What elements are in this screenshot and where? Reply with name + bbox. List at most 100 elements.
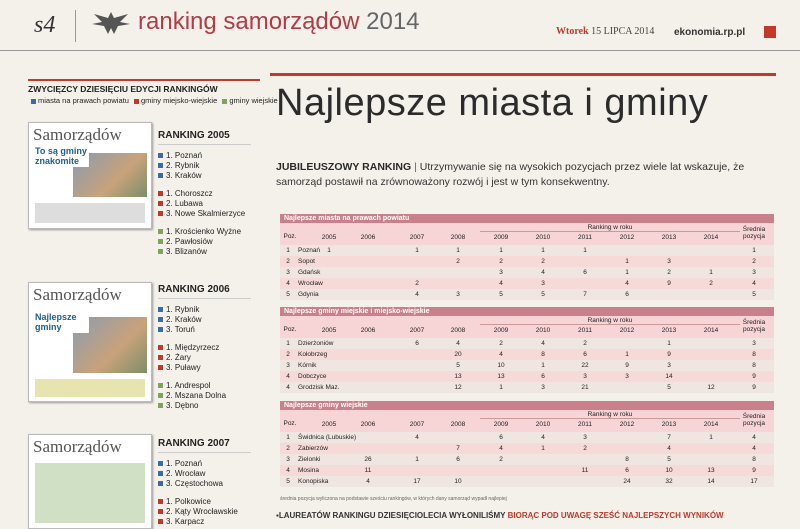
row-value: 24 [623, 478, 631, 485]
table-row: 5 Gdynia 4 3 5 5 7 6 5 [280, 289, 774, 300]
footer-text: LAUREATÓW RANKINGU DZIESIĘCIOLECIA WYŁON… [278, 511, 508, 520]
row-value: 2 [415, 280, 419, 287]
section-title: ranking samorządów 2014 [138, 8, 420, 36]
column-header-year: 2006 [360, 234, 376, 241]
column-header-year: 2013 [661, 234, 677, 241]
cover-headline: Najlepsze gminy [35, 312, 89, 333]
row-value: 13 [707, 467, 715, 474]
lead-text: Utrzymywanie się na wysokich pozycjach p… [276, 161, 745, 188]
row-value: 4 [415, 291, 419, 298]
row-value: 1 [541, 247, 545, 254]
row-value: 1 [625, 258, 629, 265]
row-value: 2 [667, 269, 671, 276]
column-header-year: 2005 [321, 421, 337, 428]
list-item: 1. Rybnik [158, 305, 251, 315]
list-item: 3. Karpacz [158, 517, 251, 527]
list-item: 1. Poznań [158, 459, 251, 469]
list-item: 3. Blizanów [158, 247, 251, 257]
row-value: 3 [499, 269, 503, 276]
table-row: 3 Zielonki 26 1 6 2 8 5 8 [280, 454, 774, 465]
row-value: 8 [541, 351, 545, 358]
column-header-year: 2009 [493, 234, 509, 241]
row-value: 2 [541, 258, 545, 265]
row-value: 1 [499, 384, 503, 391]
row-position: 2 [286, 351, 290, 358]
row-average: 17 [750, 478, 758, 485]
column-header-avg: Średnia pozycja [742, 319, 766, 333]
row-position: 3 [286, 456, 290, 463]
row-value: 7 [456, 445, 460, 452]
row-value: 5 [456, 362, 460, 369]
column-header-year: 2009 [493, 421, 509, 428]
title-rule [270, 73, 776, 76]
list-item: 1. Polkowice [158, 497, 251, 507]
winners-heading: ZWYCIĘZCY DZIESIĘCIU EDYCJI RANKINGÓW [28, 84, 218, 94]
table-row: 4 Wrocław 2 4 3 4 9 2 4 [280, 278, 774, 289]
row-value: 5 [541, 291, 545, 298]
ranking-2006: RANKING 2006 1. Rybnik 2. Kraków 3. Toru… [158, 284, 251, 411]
row-value: 1 [541, 445, 545, 452]
column-header-year: 2005 [321, 327, 337, 334]
list-item: 3. Kraków [158, 171, 251, 181]
site-link[interactable]: ekonomia.rp.pl [674, 27, 746, 38]
row-name: Zielonki [298, 456, 321, 463]
column-header-year: 2013 [661, 327, 677, 334]
row-value: 6 [625, 291, 629, 298]
footer-highlight: BIORĄC POD UWAGĘ SZEŚĆ NAJLEPSZYCH WYNIK… [507, 511, 724, 520]
row-value: 11 [581, 467, 589, 474]
table-row: 3 Gdańsk 3 4 6 1 2 1 3 [280, 267, 774, 278]
row-average: 2 [752, 258, 756, 265]
row-position: 4 [286, 280, 290, 287]
row-value: 1 [709, 269, 713, 276]
column-header-poz: Poz. [283, 233, 297, 240]
legend-swatch [31, 98, 36, 104]
row-value: 6 [499, 434, 503, 441]
row-value: 1 [625, 269, 629, 276]
row-value: 5 [667, 384, 671, 391]
row-average: 8 [752, 362, 756, 369]
issue-date-text: 15 LIPCA 2014 [591, 26, 655, 37]
list-item: 1. Międzyrzecz [158, 343, 251, 353]
left-column: ZWYCIĘZCY DZIESIĘCIU EDYCJI RANKINGÓW mi… [28, 66, 278, 529]
list-item: 1. Poznań [158, 151, 251, 161]
category-legend: miasta na prawach powiatu gminy miejsko-… [28, 96, 278, 105]
winners-list: 1. Poznań 2. Rybnik 3. Kraków 1. Chorosz… [158, 151, 251, 257]
column-header-year: 2012 [619, 421, 635, 428]
row-value: 3 [541, 384, 545, 391]
row-name: Zabierzów [298, 445, 328, 452]
row-name: Mosina [298, 467, 319, 474]
row-position: 5 [286, 478, 290, 485]
row-name: Grodzisk Maz. [298, 384, 340, 391]
newspaper-cover-2006: Samorządów Najlepsze gminy [28, 282, 152, 402]
list-item: 2. Mszana Dolna [158, 391, 251, 401]
column-header-year: 2008 [450, 421, 466, 428]
column-header-ranking: Ranking w roku [480, 224, 740, 232]
table-header: Poz. Ranking w roku 2005 2006 2007 2008 2009 20… [280, 316, 774, 338]
row-value: 4 [499, 351, 503, 358]
row-average: 8 [752, 351, 756, 358]
issue-weekday: Wtorek [556, 26, 589, 37]
list-item: 2. Rybnik [158, 161, 251, 171]
footer-teaser: ▪LAUREATÓW RANKINGU DZIESIĘCIOLECIA WYŁO… [276, 511, 724, 520]
row-value: 2 [456, 258, 460, 265]
legend-swatch [222, 98, 228, 104]
row-value: 14 [707, 478, 715, 485]
lead-kicker: JUBILEUSZOWY RANKING [276, 161, 412, 173]
column-header-year: 2009 [493, 327, 509, 334]
newspaper-cover-2007: Samorządów [28, 434, 152, 529]
row-value: 2 [709, 280, 713, 287]
header-divider [75, 10, 76, 42]
column-header-avg: Średnia pozycja [742, 226, 766, 240]
row-value: 1 [327, 247, 331, 254]
row-value: 6 [625, 467, 629, 474]
row-value: 6 [456, 456, 460, 463]
row-value: 3 [541, 280, 545, 287]
row-average: 4 [752, 280, 756, 287]
row-position: 3 [286, 269, 290, 276]
list-item: 2. Kąty Wrocławskie [158, 507, 251, 517]
row-name: Dzierżoniów [298, 340, 334, 347]
column-header-year: 2007 [409, 234, 425, 241]
row-position: 4 [286, 384, 290, 391]
table-row: 1 Świdnica (Lubuskie) 4 6 4 3 7 1 4 [280, 432, 774, 443]
row-value: 1 [415, 456, 419, 463]
